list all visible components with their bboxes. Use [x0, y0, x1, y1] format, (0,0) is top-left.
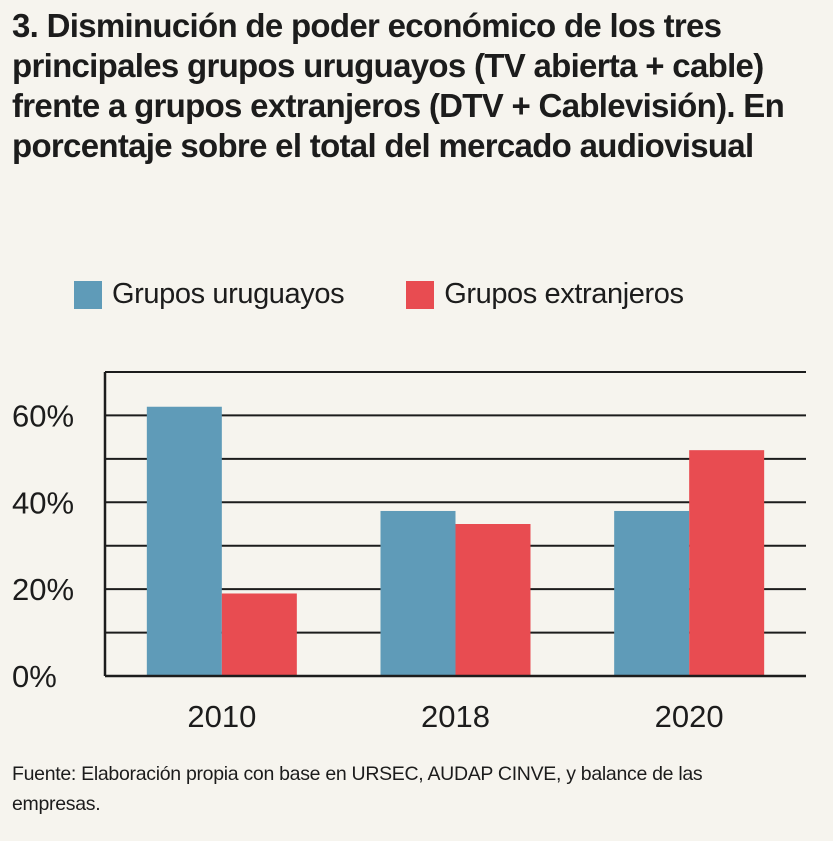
legend-label-uruguayos: Grupos uruguayos: [112, 278, 345, 310]
tick-labels: 2010 2018 2020 0% 20% 40% 60%: [12, 398, 724, 734]
chart-title: 3. Disminución de poder económico de los…: [12, 7, 785, 164]
legend-swatch-extranjeros: [406, 280, 435, 309]
source-note: Fuente: Elaboración propia con base en U…: [12, 763, 703, 815]
bar-grupos-extranjeros-2020: [689, 450, 765, 676]
bars: [146, 406, 765, 676]
y-tick-label-20: 20%: [12, 572, 74, 607]
axes: [103, 372, 806, 678]
bar-grupos-extranjeros-2010: [221, 593, 297, 676]
legend-swatch-uruguayos: [74, 280, 102, 309]
bar-grupos-uruguayos-2010: [146, 406, 222, 676]
legend: Grupos uruguayos Grupos extranjeros: [74, 278, 746, 311]
legend-item-extranjeros: Grupos extranjeros: [406, 278, 684, 311]
bar-grupos-uruguayos-2020: [614, 510, 690, 676]
x-tick-label-2018: 2018: [421, 699, 490, 734]
bar-grupos-extranjeros-2018: [455, 524, 531, 676]
y-tick-label-60: 60%: [12, 398, 74, 433]
bar-grupos-uruguayos-2018: [380, 510, 456, 676]
legend-label-extranjeros: Grupos extranjeros: [444, 278, 684, 310]
y-tick-label-40: 40%: [12, 485, 74, 520]
legend-item-uruguayos: Grupos uruguayos: [74, 278, 345, 311]
x-tick-label-2010: 2010: [187, 699, 256, 734]
y-tick-label-0: 0%: [12, 659, 57, 694]
x-tick-label-2020: 2020: [655, 699, 724, 734]
bar-chart: 2010 2018 2020 0% 20% 40% 60%: [12, 371, 806, 734]
